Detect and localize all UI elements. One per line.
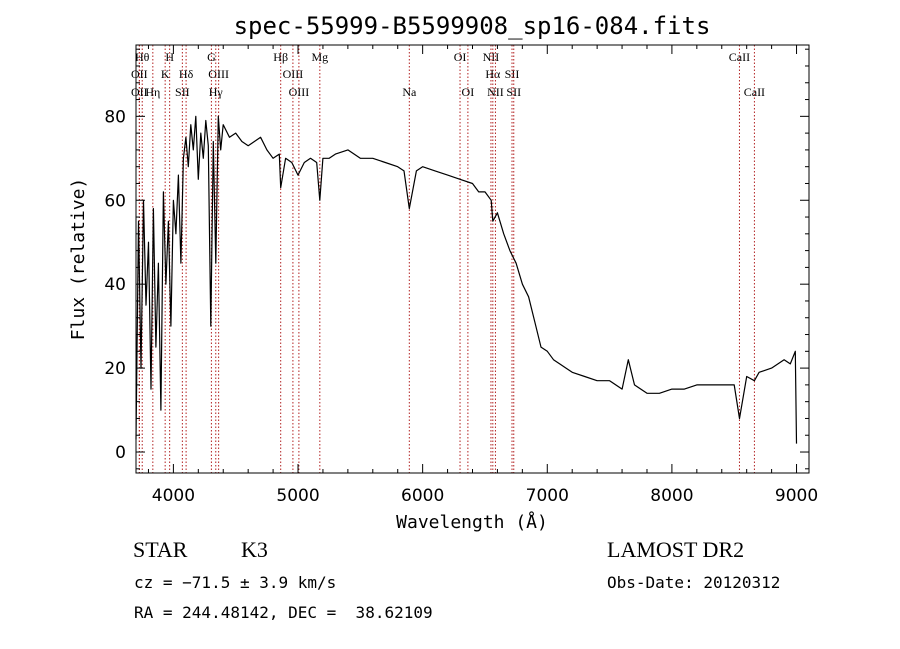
spectral-line-label: NII	[487, 85, 504, 99]
spectral-line-label: G	[207, 50, 216, 64]
spectral-line-label: Hβ	[273, 50, 288, 64]
plot-frame	[135, 44, 810, 474]
y-tick-label: 0	[115, 443, 126, 463]
spectral-line-label: Hγ	[209, 85, 224, 99]
spectral-line-label: OI	[462, 85, 475, 99]
spectral-line-label: OIII	[283, 67, 304, 81]
axis-ticks: 4000 5000 6000 7000 8000 9000 0 20 40 60 80	[104, 45, 818, 506]
object-class: STAR	[133, 537, 188, 562]
x-axis-label: Wavelength (Å)	[396, 511, 548, 533]
spectral-line-label: SII	[506, 85, 521, 99]
spectral-line-label: OI	[454, 50, 467, 64]
redshift-cz: cz = −71.5 ± 3.9 km/s	[134, 573, 337, 592]
x-tick-label: 4000	[152, 486, 195, 506]
coordinates: RA = 244.48142, DEC = 38.62109	[134, 603, 433, 622]
x-tick-label: 8000	[650, 486, 693, 506]
y-tick-label: 20	[104, 359, 126, 379]
survey-name: LAMOST DR2	[607, 537, 745, 562]
spectral-line-label: Hδ	[179, 67, 194, 81]
spectral-line-label: Hη	[145, 85, 160, 99]
spectral-line-label: Na	[402, 85, 417, 99]
y-axis-label: Flux (relative)	[68, 178, 89, 341]
spectral-line-label: SII	[505, 67, 520, 81]
spectrum-line	[135, 115, 798, 444]
spectral-line-label: Hα	[485, 67, 501, 81]
spectral-line-label: OIII	[208, 67, 229, 81]
x-tick-label: 6000	[401, 486, 444, 506]
chart-title: spec-55999-B5599908_sp16-084.fits	[234, 12, 711, 40]
spectral-line-label: CaII	[729, 50, 750, 64]
spectral-line-label: CaII	[744, 85, 765, 99]
y-tick-label: 60	[104, 191, 126, 211]
spectral-line-label: K	[161, 67, 170, 81]
spectral-line-label: OIII	[289, 85, 310, 99]
observation-date: Obs-Date: 20120312	[607, 573, 781, 592]
y-tick-label: 80	[104, 107, 126, 127]
x-tick-label: 7000	[526, 486, 569, 506]
x-tick-label: 5000	[276, 486, 319, 506]
spectrum-data	[135, 115, 798, 444]
spectral-line-label: SII	[175, 85, 190, 99]
spectral-line-label: OII	[131, 85, 148, 99]
spectral-line-label: Hθ	[135, 50, 150, 64]
spectral-line-label: NII	[483, 50, 500, 64]
x-tick-label: 9000	[775, 486, 818, 506]
y-tick-label: 40	[104, 275, 126, 295]
spectral-subclass: K3	[241, 537, 268, 562]
spectral-line-label: H	[165, 50, 174, 64]
spectral-line-label: Mg	[311, 50, 328, 64]
